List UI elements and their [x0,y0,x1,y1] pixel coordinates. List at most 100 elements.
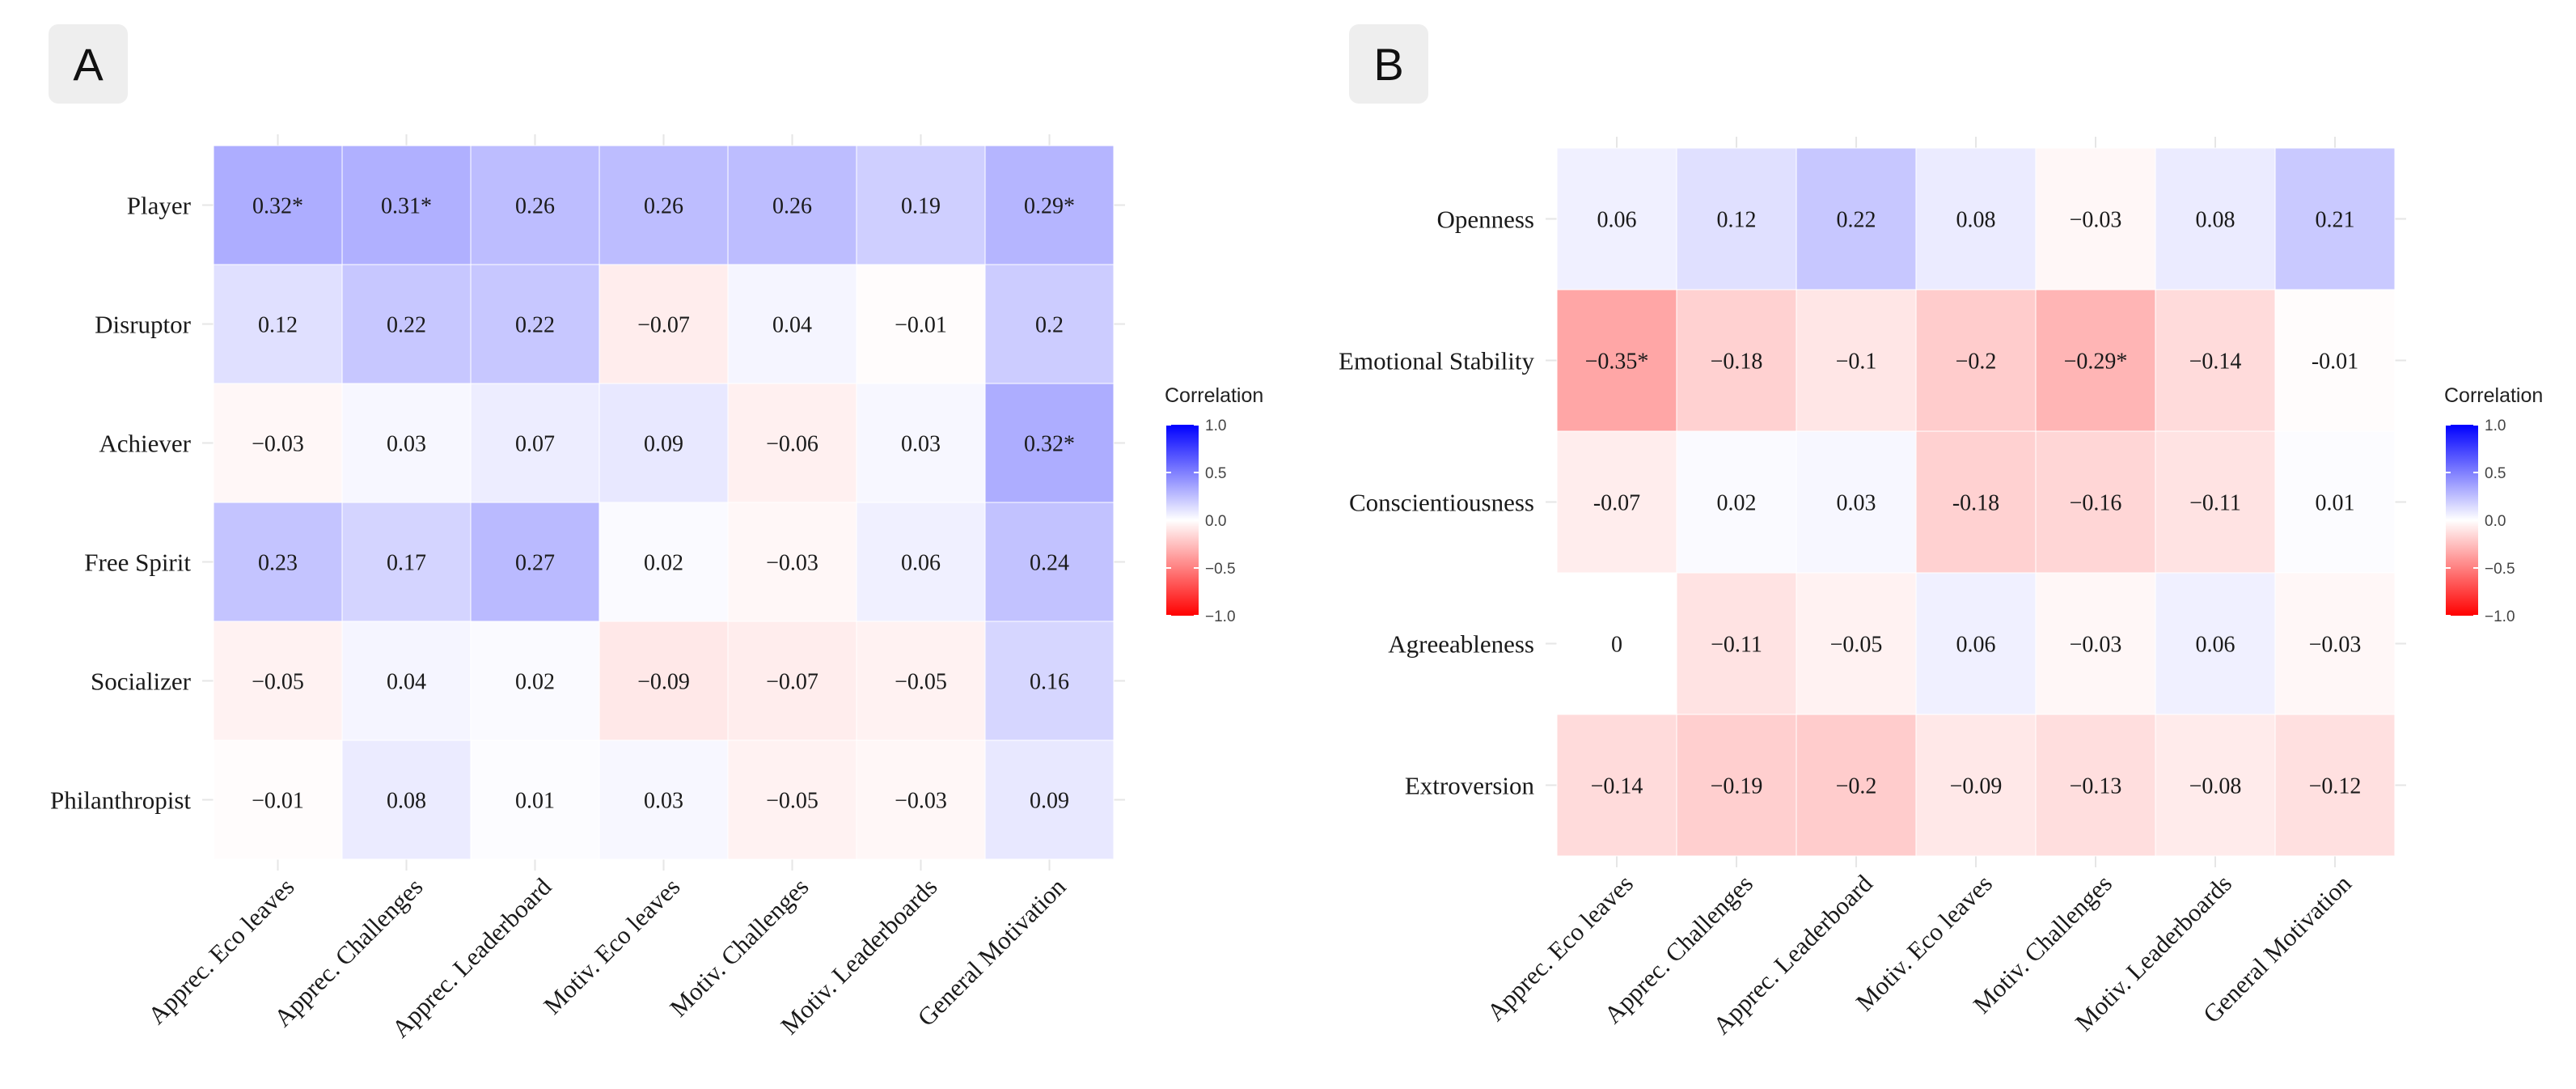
heatmap-cell [1556,572,1677,715]
colorbar-title: Correlation [2444,384,2543,407]
heatmap-cell [470,264,600,384]
cell-value-label: 0.22 [387,313,426,338]
cell-value-label: −0.05 [252,670,304,695]
y-tick-label: Emotional Stability [1339,347,1534,375]
cell-value-label: 0.02 [644,551,683,576]
heatmap-cells: 0.06 0.12 0.22 0.08 −0.03 0.08 0.21 −0.35* −0.18… [1556,147,2396,857]
colorbar-gradient [1166,425,1199,616]
cell-value-label: 0.31* [381,194,432,219]
heatmap-cell [727,145,857,265]
heatmap-cell [2155,714,2276,857]
cell-value-label: 0.06 [1956,633,1996,658]
heatmap-cell [2274,714,2396,857]
cell-value-label: 0.06 [901,551,941,576]
colorbar-title: Correlation [1165,384,1263,407]
cell-value-label: −0.35* [1585,350,1649,375]
heatmap-cell [1915,714,2037,857]
y-tick-label: Achiever [99,430,191,458]
heatmap-cell [599,739,729,860]
y-tick-label: Free Spirit [84,549,191,577]
cell-value-label: 0.04 [772,313,812,338]
cell-value-label: 0.12 [258,313,298,338]
colorbar-tick-label: −0.5 [1205,561,1236,578]
cell-value-label: 0.23 [258,551,298,576]
heatmap-cell [1676,430,1797,574]
cell-value-label: 0.03 [1837,491,1876,516]
cell-value-label: 0.32* [1024,432,1075,457]
heatmap-cell [213,145,343,265]
heatmap-cell [856,502,986,622]
heatmap-cell [984,502,1115,622]
cell-value-label: −0.11 [2189,491,2241,516]
cell-value-label: 0 [1611,633,1622,658]
heatmap-cell [341,502,472,622]
colorbar-tick-label: 0.5 [2485,465,2506,482]
heatmap-cell [599,145,729,265]
cell-value-label: −0.29* [2064,350,2128,375]
colorbar-tick-label: 0.5 [1205,465,1226,482]
cell-value-label: -0.01 [2312,350,2358,375]
heatmap-cell [213,383,343,503]
cell-value-label: 0.21 [2316,208,2355,233]
heatmap-cell [1556,430,1677,574]
y-tick-label: Socializer [91,667,192,696]
x-tick-label: Motiv. Eco leaves [538,872,685,1019]
cell-value-label: −0.01 [252,789,304,814]
heatmap-cell [984,739,1115,860]
heatmap-cell [727,621,857,741]
heatmap-cell [341,383,472,503]
y-tick-label: Philanthropist [50,786,191,815]
cell-value-label: −0.05 [766,789,818,814]
heatmap-cell [599,621,729,741]
cell-value-label: 0.22 [515,313,555,338]
heatmap-cell [2155,572,2276,715]
heatmap-cell [470,621,600,741]
cell-value-label: −0.1 [1836,350,1877,375]
cell-value-label: −0.18 [1711,350,1763,375]
cell-value-label: 0.27 [515,551,555,576]
heatmap-cell [1676,147,1797,290]
y-tick-label: Player [127,192,192,220]
cell-value-label: 0.03 [387,432,426,457]
y-tick-label: Agreeableness [1388,630,1534,659]
heatmap-cell [470,145,600,265]
heatmap-cell [1915,430,2037,574]
heatmap-cell [2035,430,2156,574]
panel-tag-a: A [49,24,128,104]
panel-tag-label: B [1373,39,1403,90]
colorbar-tick-label: −1.0 [1205,608,1236,625]
cell-value-label: 0.08 [2196,208,2235,233]
heatmap-cell [1556,147,1677,290]
cell-value-label: 0.03 [901,432,941,457]
cell-value-label: 0.08 [1956,208,1996,233]
heatmap-cell [213,739,343,860]
cell-value-label: 0.06 [1597,208,1637,233]
heatmap-cells: 0.32* 0.31* 0.26 0.26 0.26 0.19 0.29* 0.12 0.22 0… [213,145,1115,860]
y-tick-label: Conscientiousness [1349,489,1534,517]
colorbar-tick-label: 0.0 [1205,513,1226,530]
cell-value-label: 0.29* [1024,194,1075,219]
cell-value-label: 0.09 [644,432,683,457]
heatmap-cell [2155,289,2276,432]
heatmap-cell [1556,714,1677,857]
cell-value-label: −0.14 [2189,350,2242,375]
heatmap-cell [1796,714,1917,857]
cell-value-label: −0.06 [766,432,818,457]
heatmap-cell [2274,289,2396,432]
cell-value-label: −0.03 [895,789,947,814]
cell-value-label: 0.12 [1717,208,1757,233]
heatmap-cell [470,739,600,860]
y-tick-label: Extroversion [1405,772,1535,800]
colorbar-gradient [2446,425,2478,616]
cell-value-label: 0.08 [387,789,426,814]
cell-value-label: 0.22 [1837,208,1876,233]
heatmap-cell [1676,714,1797,857]
cell-value-label: −0.05 [895,670,947,695]
cell-value-label: 0.24 [1030,551,1069,576]
cell-value-label: -0.18 [1952,491,1999,516]
cell-value-label: 0.32* [252,194,303,219]
colorbar-legend: Correlation 1.0 0.5 0.0 −0.5 −1.0 [1165,384,1263,625]
heatmap-cell [599,502,729,622]
cell-value-label: −0.03 [2070,208,2122,233]
